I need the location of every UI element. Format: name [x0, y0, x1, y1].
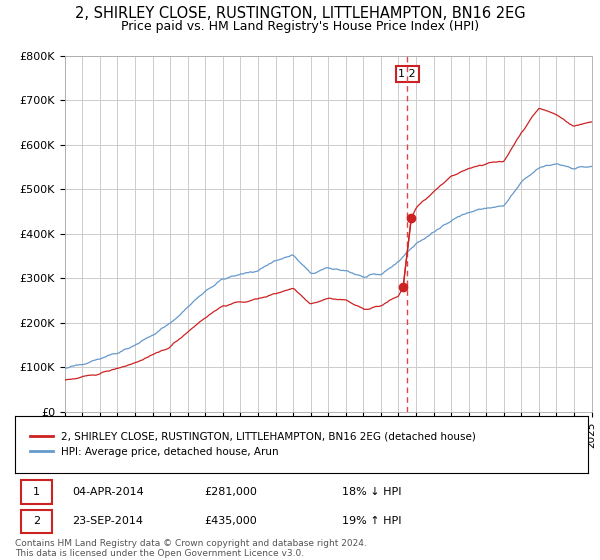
Bar	[21, 480, 52, 503]
Text: 19% ↑ HPI: 19% ↑ HPI	[341, 516, 401, 526]
Text: £281,000: £281,000	[204, 487, 257, 497]
Text: 1: 1	[33, 487, 40, 497]
Text: £435,000: £435,000	[204, 516, 257, 526]
Text: 18% ↓ HPI: 18% ↓ HPI	[341, 487, 401, 497]
Bar	[21, 510, 52, 533]
Text: Price paid vs. HM Land Registry's House Price Index (HPI): Price paid vs. HM Land Registry's House …	[121, 20, 479, 32]
Text: 2, SHIRLEY CLOSE, RUSTINGTON, LITTLEHAMPTON, BN16 2EG: 2, SHIRLEY CLOSE, RUSTINGTON, LITTLEHAMP…	[74, 6, 526, 21]
Text: 04-APR-2014: 04-APR-2014	[73, 487, 144, 497]
Text: 2: 2	[33, 516, 40, 526]
Text: 23-SEP-2014: 23-SEP-2014	[73, 516, 143, 526]
Legend: 2, SHIRLEY CLOSE, RUSTINGTON, LITTLEHAMPTON, BN16 2EG (detached house), HPI: Ave: 2, SHIRLEY CLOSE, RUSTINGTON, LITTLEHAMP…	[26, 428, 481, 461]
Text: 1 2: 1 2	[398, 69, 416, 79]
Text: Contains HM Land Registry data © Crown copyright and database right 2024.
This d: Contains HM Land Registry data © Crown c…	[15, 539, 367, 558]
